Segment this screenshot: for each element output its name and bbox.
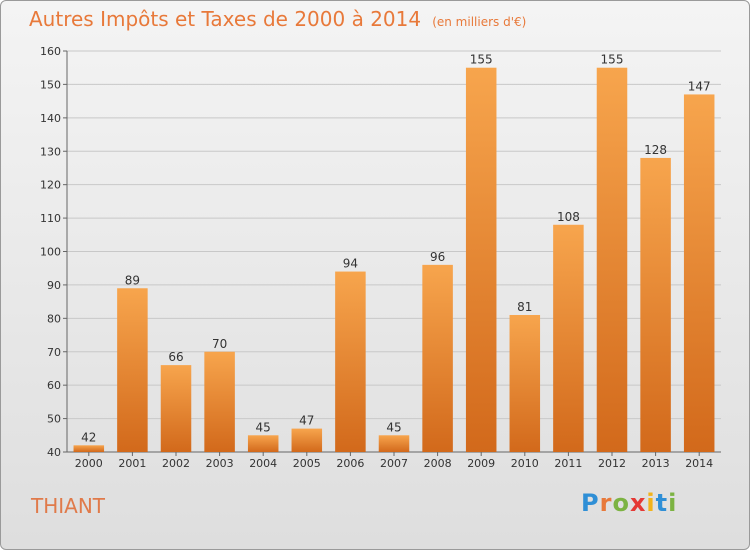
- bar: [117, 288, 148, 452]
- logo-letter: x: [629, 489, 647, 517]
- y-tick-label: 140: [40, 112, 61, 125]
- x-tick-label: 2007: [380, 457, 408, 470]
- bar-value-label: 45: [256, 420, 271, 434]
- chart-title-text: Autres Impôts et Taxes de 2000 à 2014: [29, 7, 422, 31]
- bar-value-label: 96: [430, 250, 445, 264]
- y-tick-label: 150: [40, 78, 61, 91]
- bar: [291, 428, 323, 452]
- bar: [335, 271, 366, 452]
- logo-letter: t: [655, 489, 669, 517]
- x-tick-label: 2008: [424, 457, 452, 470]
- bar-value-label: 147: [688, 79, 711, 93]
- bar: [465, 67, 497, 452]
- x-tick-label: 2004: [249, 457, 277, 470]
- x-tick-label: 2001: [118, 457, 146, 470]
- bar-value-label: 45: [386, 420, 401, 434]
- x-tick-label: 2002: [162, 457, 190, 470]
- bar: [73, 445, 105, 452]
- x-tick-label: 2003: [206, 457, 234, 470]
- bar-value-label: 81: [517, 300, 532, 314]
- bar: [422, 264, 453, 452]
- bar: [553, 224, 584, 452]
- y-tick-label: 50: [47, 413, 61, 426]
- y-tick-label: 70: [47, 346, 61, 359]
- bar: [509, 314, 541, 452]
- bar: [378, 435, 410, 452]
- chart-unit: (en milliers d'€): [432, 15, 527, 29]
- bar: [204, 351, 235, 452]
- x-tick-label: 2010: [511, 457, 539, 470]
- x-tick-label: 2005: [293, 457, 321, 470]
- bar-value-label: 47: [299, 414, 314, 428]
- y-tick-label: 40: [47, 446, 61, 459]
- bar-value-label: 66: [168, 350, 183, 364]
- x-tick-label: 2006: [336, 457, 364, 470]
- bar-value-label: 94: [343, 257, 358, 271]
- logo-letter: o: [612, 489, 630, 517]
- y-tick-label: 110: [40, 212, 61, 225]
- proxiti-logo: Proxiti: [581, 489, 677, 517]
- x-tick-label: 2011: [554, 457, 582, 470]
- x-tick-label: 2013: [642, 457, 670, 470]
- bar: [247, 435, 279, 452]
- x-tick-label: 2009: [467, 457, 495, 470]
- bar-value-label: 155: [470, 53, 493, 67]
- chart-title: Autres Impôts et Taxes de 2000 à 2014 (e…: [29, 7, 526, 31]
- bar: [640, 157, 671, 452]
- bar: [160, 365, 192, 452]
- bar-value-label: 89: [125, 273, 140, 287]
- bar-value-label: 42: [81, 430, 96, 444]
- bar-value-label: 155: [601, 53, 624, 67]
- logo-letter: P: [581, 489, 600, 517]
- y-tick-label: 60: [47, 379, 61, 392]
- bar-value-label: 70: [212, 337, 227, 351]
- y-tick-label: 80: [47, 312, 61, 325]
- bar: [683, 94, 715, 453]
- logo-letter: r: [599, 489, 613, 517]
- y-tick-label: 160: [40, 45, 61, 58]
- logo-letter: i: [646, 489, 656, 517]
- y-tick-label: 120: [40, 179, 61, 192]
- logo-letter: i: [668, 489, 678, 517]
- x-tick-label: 2014: [685, 457, 713, 470]
- commune-name: THIANT: [31, 494, 106, 518]
- bar: [596, 67, 628, 452]
- bar-value-label: 128: [644, 143, 667, 157]
- x-tick-label: 2012: [598, 457, 626, 470]
- bar-value-label: 108: [557, 210, 580, 224]
- y-tick-label: 100: [40, 246, 61, 259]
- y-tick-label: 90: [47, 279, 61, 292]
- x-tick-label: 2000: [75, 457, 103, 470]
- y-tick-label: 130: [40, 145, 61, 158]
